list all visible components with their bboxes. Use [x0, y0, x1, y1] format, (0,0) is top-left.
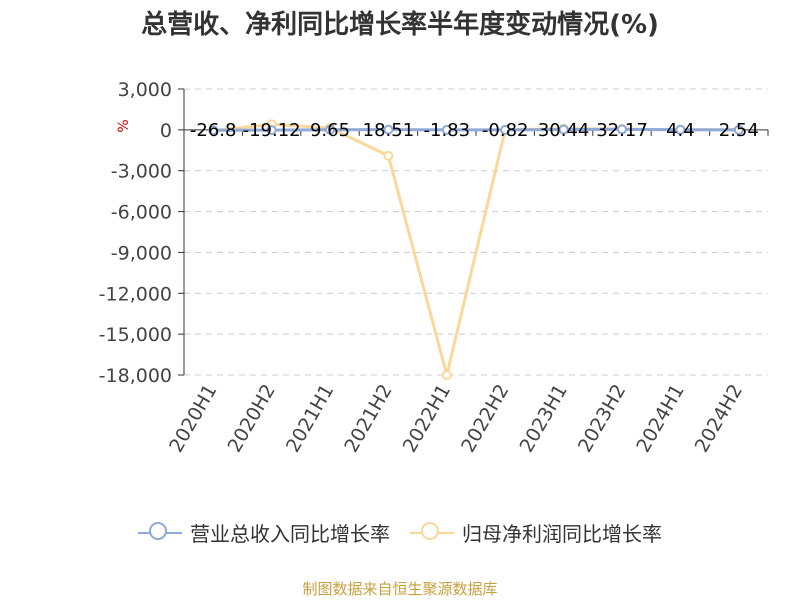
y-tick-label: 3,000	[118, 79, 172, 101]
legend-label: 营业总收入同比增长率	[190, 522, 390, 546]
y-tick-label: -15,000	[99, 324, 172, 346]
data-point	[733, 124, 744, 135]
series-layer	[208, 119, 744, 380]
data-point	[208, 125, 219, 136]
y-tick-label: 0	[160, 120, 172, 142]
x-tick-label: 2023H2	[574, 381, 630, 457]
x-tick-label: 2024H1	[632, 381, 688, 457]
legend: 营业总收入同比增长率 归母净利润同比增长率	[0, 518, 800, 547]
x-tick-label: 2021H1	[282, 381, 338, 457]
data-point	[500, 124, 511, 135]
data-point	[441, 370, 452, 380]
x-tick-label: 2024H2	[691, 381, 747, 457]
data-point	[383, 124, 394, 135]
y-tick-label: -3,000	[111, 161, 172, 183]
legend-item-0[interactable]: 营业总收入同比增长率	[138, 518, 390, 547]
data-label: 4.4	[666, 120, 695, 141]
unit-label: %	[116, 119, 132, 132]
y-tick-label: -9,000	[111, 242, 172, 264]
legend-item-1[interactable]: 归母净利润同比增长率	[410, 518, 662, 547]
data-point	[441, 124, 452, 135]
data-label: -1.83	[424, 120, 471, 141]
series-line-0	[213, 127, 739, 132]
legend-swatch	[138, 521, 182, 545]
x-tick-label: 2022H1	[399, 381, 455, 457]
data-label: 2.54	[719, 120, 759, 141]
legend-label: 归母净利润同比增长率	[462, 522, 662, 546]
data-label: 18.51	[363, 120, 415, 141]
x-tick-label: 2022H2	[457, 381, 513, 457]
x-tick-label: 2021H2	[340, 381, 396, 457]
y-tick-label: -12,000	[99, 283, 172, 305]
legend-swatch	[410, 521, 454, 545]
data-label: 32.17	[596, 120, 648, 141]
data-point	[675, 124, 686, 135]
data-label: -19.12	[243, 120, 301, 141]
data-point	[558, 124, 569, 135]
data-point	[266, 125, 277, 136]
data-point	[617, 124, 627, 135]
x-tick-label: 2020H2	[224, 381, 280, 457]
series-line-1	[213, 122, 739, 377]
data-label: 9.65	[310, 120, 350, 141]
y-tick-label: -18,000	[99, 365, 172, 387]
chart-title: 总营收、净利同比增长率半年度变动情况(%)	[141, 10, 659, 40]
data-point	[383, 150, 394, 161]
data-labels: -26.8 -19.12 9.65 18.51 -1.83 -0.82 30.44 32.17…	[190, 120, 759, 141]
data-label: -0.82	[482, 120, 529, 141]
data-point	[325, 124, 335, 135]
x-tick-label: 2023H1	[516, 381, 572, 457]
source-note: 制图数据来自恒生聚源数据库	[302, 580, 498, 598]
data-label: 30.44	[538, 120, 590, 141]
data-label: -26.8	[190, 120, 237, 141]
x-tick-label: 2020H1	[165, 381, 221, 457]
y-tick-label: -6,000	[111, 202, 172, 224]
